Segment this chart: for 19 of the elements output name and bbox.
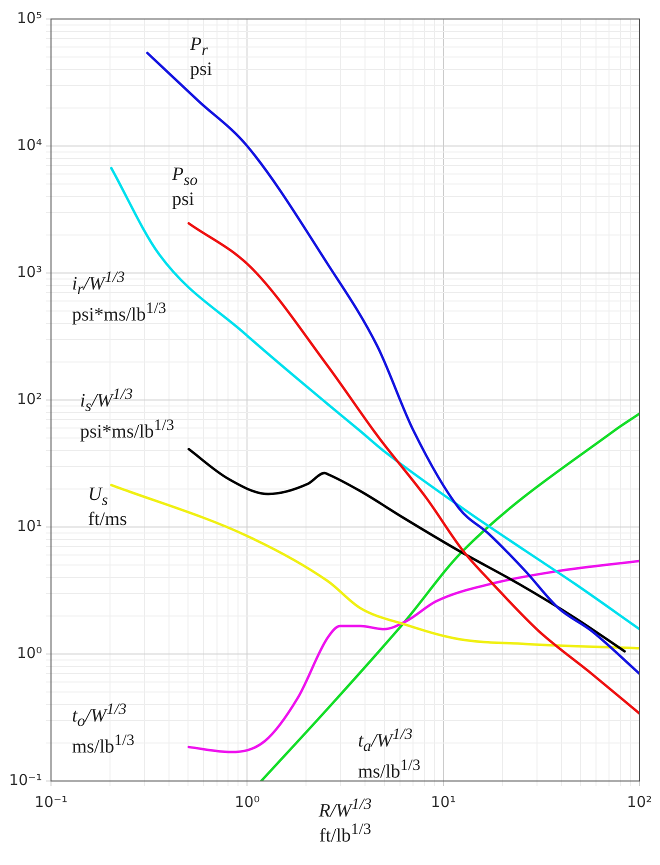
y-tick-label: 10⁰ <box>16 644 42 662</box>
x-axis-title: R/W$^{1/3}$ ft/lb$^{1/3}$ <box>318 795 372 847</box>
y-tick-label: 10² <box>16 390 42 408</box>
series-label: U$_{s}$ ft/ms <box>88 484 128 530</box>
y-tick-label: 10⁻¹ <box>8 770 42 789</box>
y-tick-label: 10⁵ <box>16 8 42 27</box>
y-tick-label: 10¹ <box>16 516 42 535</box>
y-tick-label: 10³ <box>16 262 42 281</box>
x-tick-label: 10⁻¹ <box>34 792 68 811</box>
x-tick-label: 10¹ <box>430 792 456 811</box>
series-label: i$_{s}$/W$^{1/3}$ psi*ms/lb$^{1/3}$ <box>80 385 174 442</box>
x-tick-label: 10⁰ <box>234 792 260 811</box>
series-label: P$_{so}$ psi <box>172 164 198 210</box>
text: t$_{o}$/W$^{1/3}$ ms/lb$^{1/3}$ <box>72 700 134 758</box>
y-tick-label: 10⁴ <box>16 136 42 154</box>
series-label: P$_{r}$ psi <box>190 34 212 80</box>
series-label: t$_{a}$/W$^{1/3}$ ms/lb$^{1/3}$ <box>358 725 420 782</box>
series-label: i$_{r}$/W$^{1/3}$ psi*ms/lb$^{1/3}$ <box>72 268 166 326</box>
x-tick-label: 10² <box>626 792 652 811</box>
